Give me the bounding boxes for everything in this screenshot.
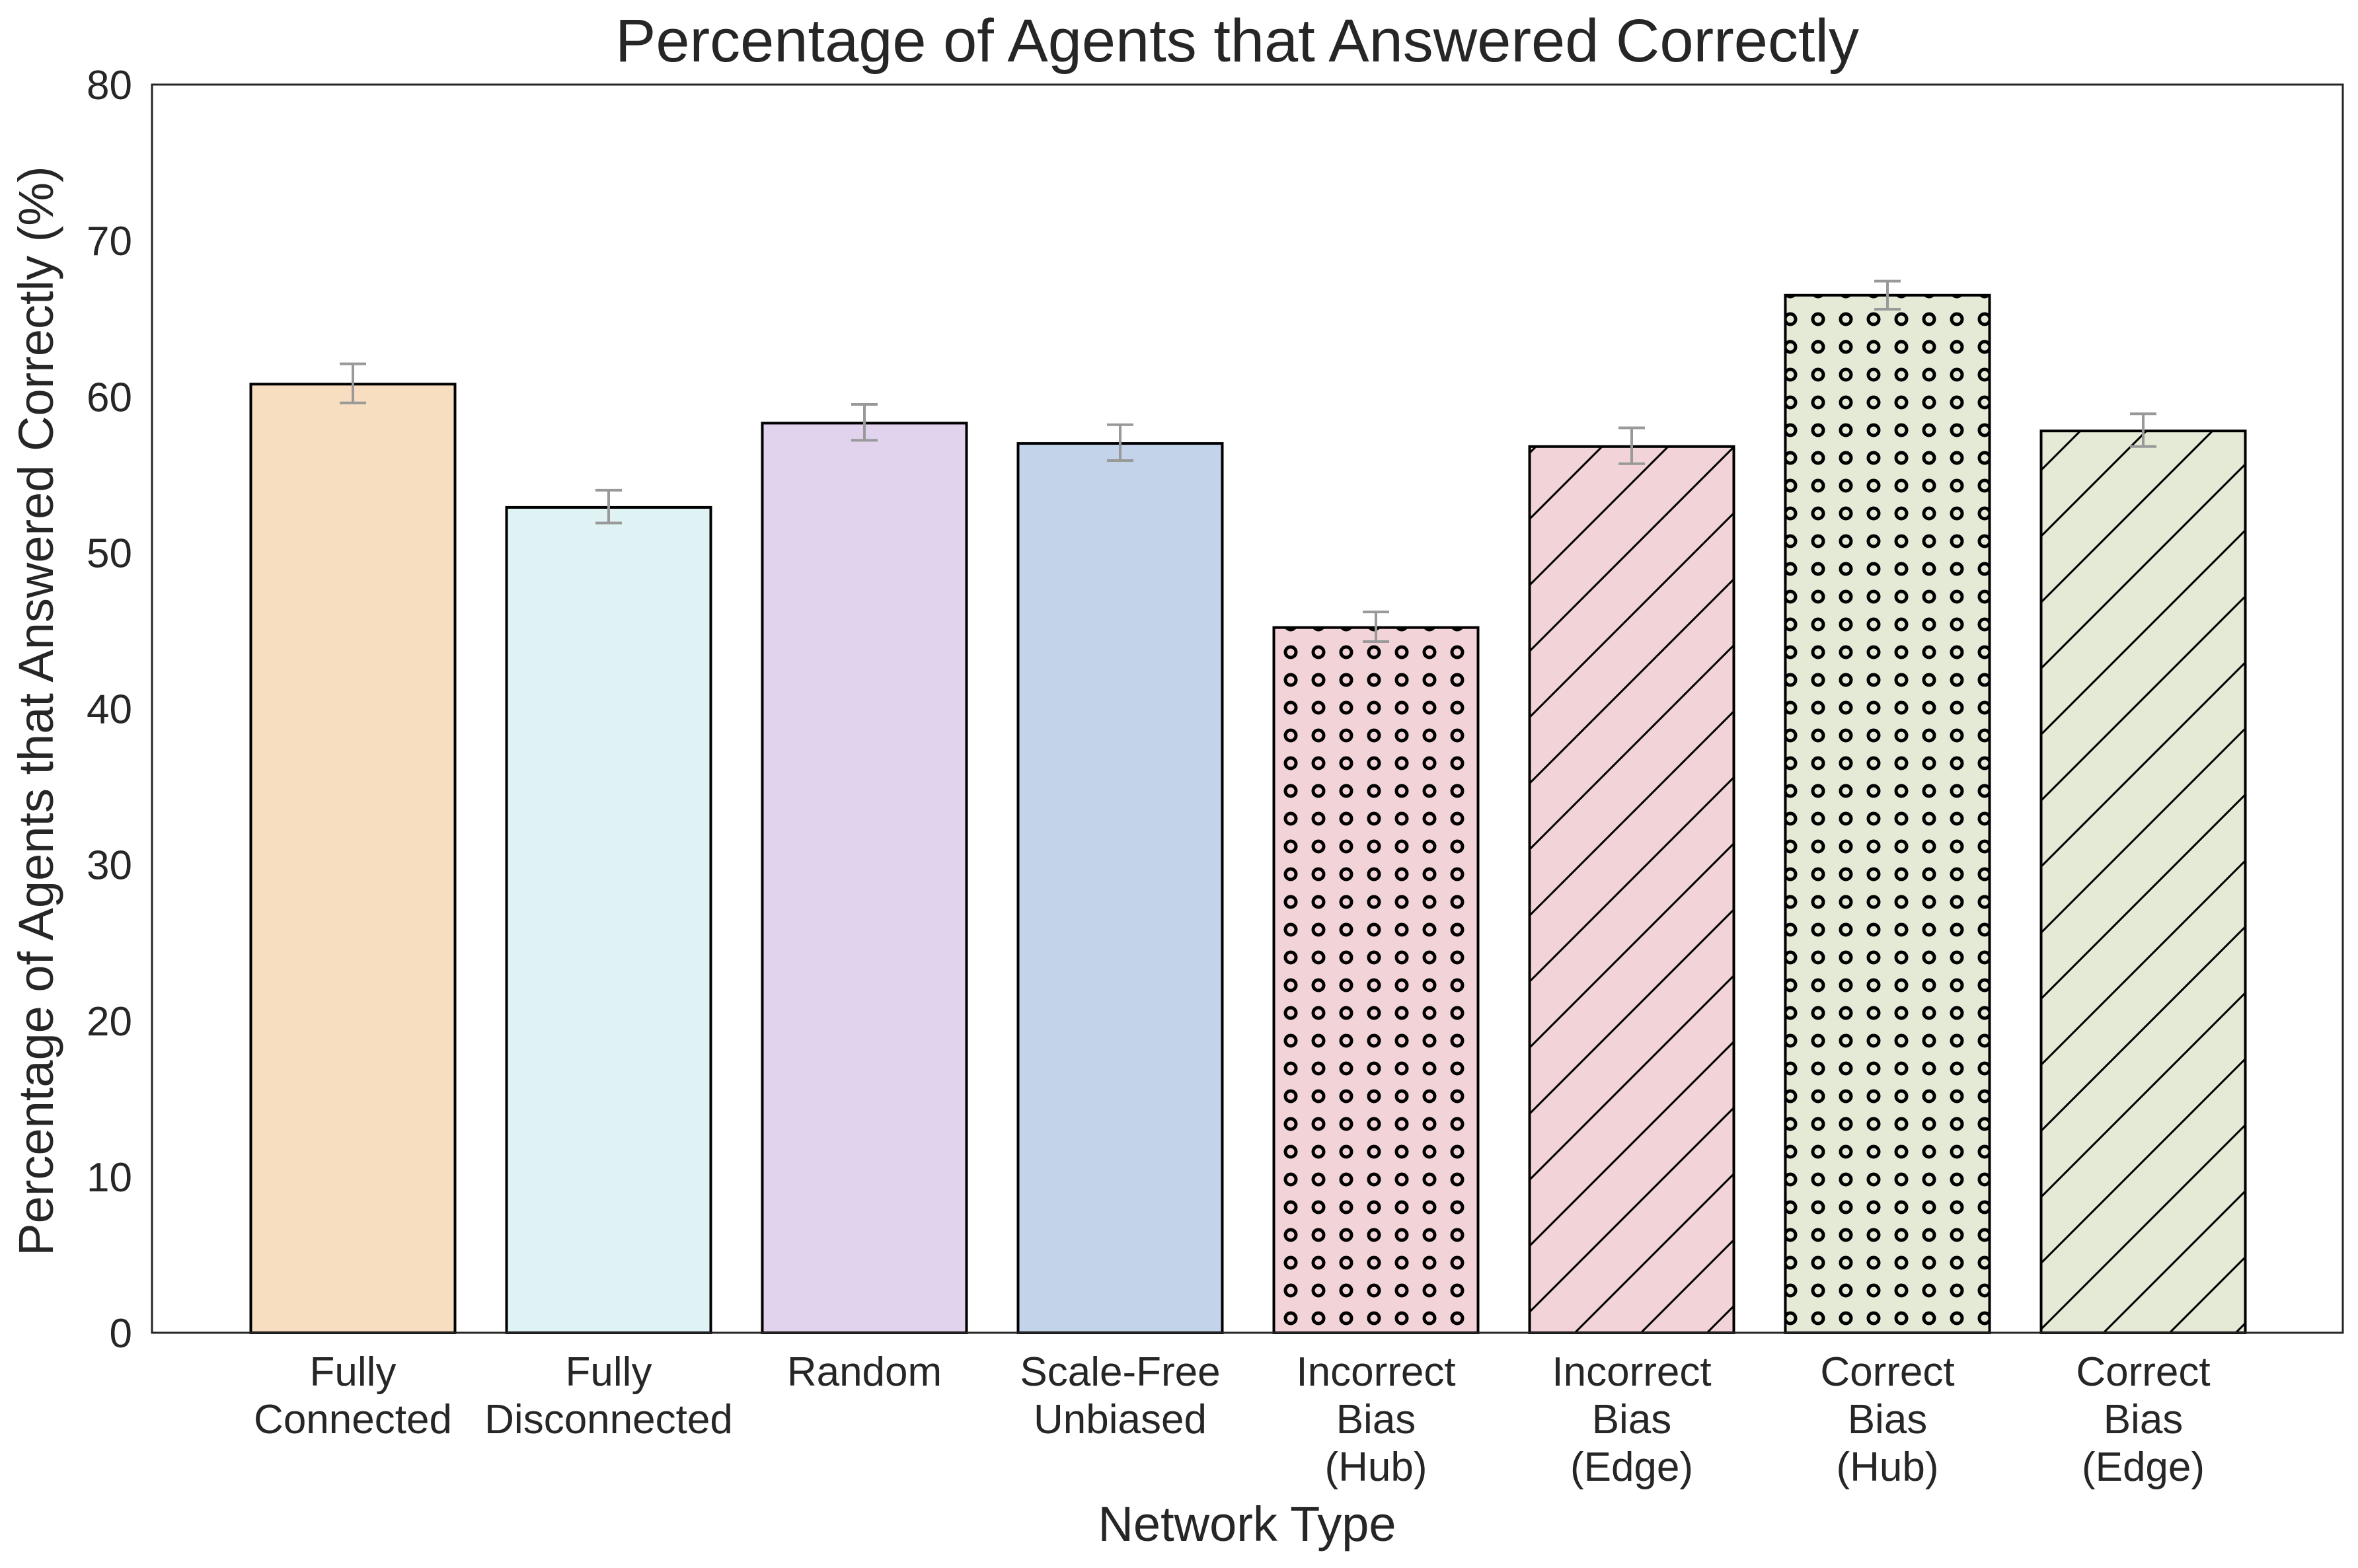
bar-2 xyxy=(761,422,968,1334)
y-tick-label-30: 30 xyxy=(87,843,132,889)
x-tick-label-4: Incorrect Bias (Hub) xyxy=(1296,1349,1455,1490)
bar-1 xyxy=(505,505,712,1334)
x-axis-label: Network Type xyxy=(1098,1497,1396,1551)
y-tick-label-60: 60 xyxy=(87,375,132,420)
y-tick-label-70: 70 xyxy=(87,219,132,264)
x-tick-label-5: Incorrect Bias (Edge) xyxy=(1552,1349,1711,1490)
bar-0 xyxy=(249,383,457,1334)
x-tick-label-1: Fully Disconnected xyxy=(484,1349,733,1442)
x-tick-label-3: Scale-Free Unbiased xyxy=(1020,1349,1220,1442)
chart-title: Percentage of Agents that Answered Corre… xyxy=(615,7,1859,75)
y-tick-label-20: 20 xyxy=(87,999,132,1045)
x-tick-label-2: Random xyxy=(787,1349,942,1395)
x-tick-label-0: Fully Connected xyxy=(254,1349,452,1442)
y-axis-label: Percentage of Agents that Answered Corre… xyxy=(9,166,63,1255)
plot-area: Fully Connected Fully Disconnected Random Sca… xyxy=(87,63,2344,1490)
x-tick-label-7: Correct Bias (Edge) xyxy=(2076,1349,2210,1490)
bar-4 xyxy=(1272,626,1480,1335)
y-tick-label-50: 50 xyxy=(87,531,132,576)
y-tick-label-0: 0 xyxy=(110,1311,132,1357)
bar-7 xyxy=(2039,429,2247,1334)
bar-6 xyxy=(1784,293,1991,1334)
bar-5 xyxy=(1528,445,1735,1334)
y-tick-label-40: 40 xyxy=(87,687,132,733)
x-tick-label-6: Correct Bias (Hub) xyxy=(1820,1349,1954,1490)
bar-3 xyxy=(1016,442,1224,1334)
plot-frame xyxy=(151,83,2344,1334)
y-tick-label-80: 80 xyxy=(87,63,132,108)
y-tick-label-10: 10 xyxy=(87,1155,132,1201)
